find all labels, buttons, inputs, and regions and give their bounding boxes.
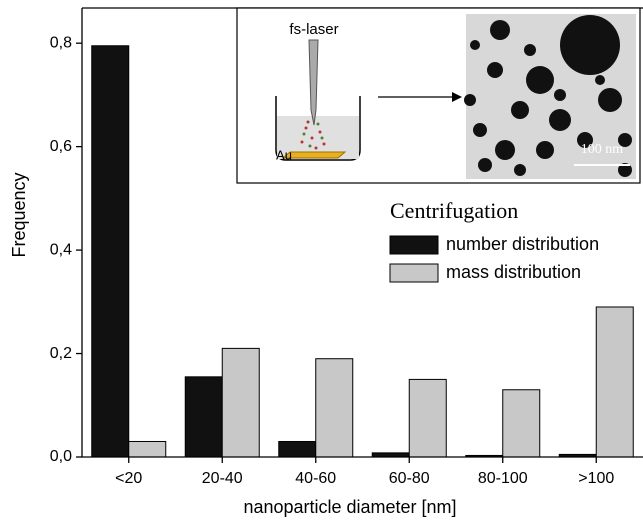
laser-beam (308, 39, 319, 126)
x-tick-label: 40-60 (295, 470, 336, 487)
y-tick-label: 0,4 (50, 241, 72, 258)
tem-particles (464, 15, 632, 177)
bar (91, 45, 130, 458)
bar (221, 347, 260, 458)
x-tick-label: 60-80 (389, 470, 430, 487)
annotation: Centrifugation (390, 198, 518, 223)
y-tick-label: 0,0 (50, 448, 72, 465)
x-axis-title: nanoparticle diameter [nm] (243, 497, 456, 517)
laser-label: fs-laser (289, 21, 338, 38)
x-tick-label: >100 (578, 470, 614, 487)
y-tick-label: 0,8 (50, 34, 72, 51)
bar (278, 440, 317, 458)
inset: fs-laser Au 100 nm (236, 7, 641, 184)
x-tick-label: 20-40 (202, 470, 243, 487)
bar (408, 378, 447, 458)
plot: 0,0 0,2 0,4 0,6 0,8 <20 20-40 40-60 60-80 80-100 >… (50, 7, 643, 487)
gold-target (281, 151, 347, 159)
legend-label: number distribution (446, 234, 599, 254)
arrow-head (452, 92, 462, 102)
bar (595, 306, 634, 458)
scale-label: 100 nm (581, 142, 624, 157)
y-axis-title: Frequency (9, 172, 29, 257)
legend-swatch (389, 235, 439, 255)
legend-swatch (389, 263, 439, 283)
particles-green (302, 122, 324, 148)
beaker (275, 96, 361, 161)
particles (300, 120, 326, 150)
substrate-label: Au (276, 147, 292, 162)
x-tick-label: <20 (115, 470, 142, 487)
y-tick-label: 0,2 (50, 345, 72, 362)
bar (315, 358, 354, 458)
bar (128, 440, 167, 458)
y-tick-label: 0,6 (50, 138, 72, 155)
legend-label: mass distribution (446, 262, 581, 282)
x-tick-label: 80-100 (478, 470, 528, 487)
bar (184, 376, 223, 458)
bar (502, 389, 541, 458)
